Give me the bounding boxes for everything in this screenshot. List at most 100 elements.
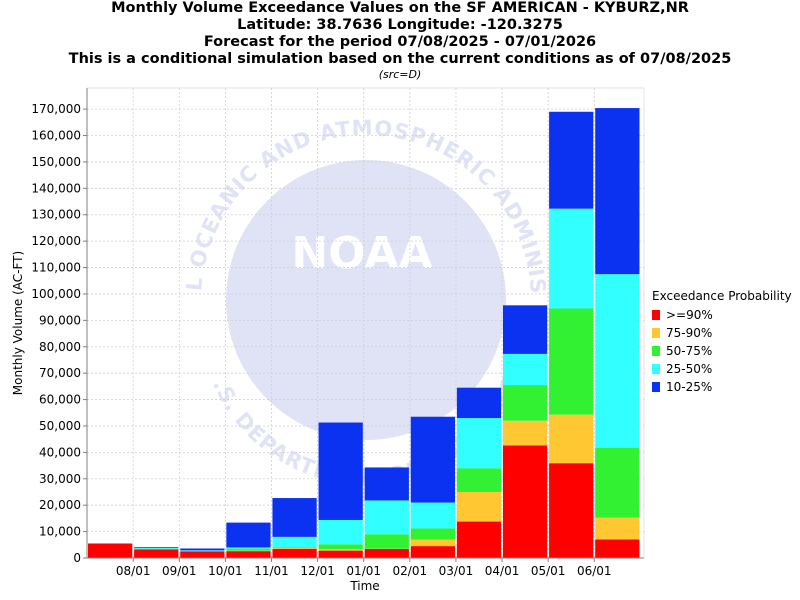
bar-segment: [502, 420, 548, 446]
y-tick-label: 110,000: [31, 261, 81, 275]
y-tick-label: 50,000: [39, 419, 81, 433]
bar-segment: [272, 547, 317, 549]
chart-title-line-3: Forecast for the period 07/08/2025 - 07/…: [203, 34, 597, 50]
x-tick-label: 12/01: [300, 564, 335, 578]
legend-label: 10-25%: [666, 380, 713, 394]
y-tick-label: 160,000: [31, 129, 81, 143]
legend: Exceedance Probability >=90% 75-90% 50-75%…: [652, 289, 792, 396]
bar-segment: [456, 491, 502, 522]
y-tick-label: 20,000: [39, 498, 81, 512]
bar-segment: [364, 534, 409, 549]
noaa-watermark-disc: [226, 160, 506, 440]
x-tick-labels: 08/01 09/01 10/01 11/01 12/01 01/01 02/01 03/01…: [116, 564, 612, 578]
bar-segment: [410, 502, 456, 529]
y-tick-label: 0: [73, 551, 81, 565]
x-tick-label: 02/01: [393, 564, 428, 578]
legend-title: Exceedance Probability: [652, 289, 792, 303]
legend-item: 10-25%: [652, 378, 792, 396]
x-tick-label: 05/01: [531, 564, 566, 578]
y-tick-label: 80,000: [39, 340, 81, 354]
legend-item: >=90%: [652, 306, 792, 324]
legend-item: 50-75%: [652, 342, 792, 360]
noaa-watermark-wordmark: NOAA: [291, 228, 432, 279]
bar-segment: [226, 547, 271, 550]
legend-swatch: [652, 364, 660, 374]
bar-segment: [502, 353, 548, 386]
legend-label: 75-90%: [666, 326, 713, 340]
legend-item: 75-90%: [652, 324, 792, 342]
x-tick-label: 01/01: [346, 564, 381, 578]
bar-segment: [88, 543, 133, 558]
x-axis-title: Time: [349, 579, 379, 593]
x-tick-label: 04/01: [485, 564, 520, 578]
legend-swatch: [652, 310, 660, 320]
bar-segment: [595, 539, 640, 558]
chart-title-line-2: Latitude: 38.7636 Longitude: -120.3275: [237, 17, 563, 33]
bar-segment: [318, 550, 363, 558]
bar-segment: [549, 308, 594, 415]
legend-swatch: [652, 346, 660, 356]
bar-segment: [456, 521, 502, 558]
y-tick-label: 10,000: [39, 525, 81, 539]
bar-segment: [272, 547, 317, 548]
bar-segment: [364, 500, 409, 535]
y-tick-label: 150,000: [31, 155, 81, 169]
bar-segment: [549, 463, 594, 558]
bar-segment: [410, 416, 456, 503]
bar-segment: [134, 547, 179, 549]
y-tick-label: 30,000: [39, 472, 81, 486]
bar-segment: [456, 387, 502, 419]
legend-items: >=90% 75-90% 50-75% 25-50% 10-25%: [652, 306, 792, 396]
bar-segment: [502, 305, 548, 354]
bar-segment: [502, 445, 548, 558]
x-tick-label: 10/01: [208, 564, 243, 578]
chart-axes: [86, 88, 644, 559]
bar-segment: [364, 549, 409, 558]
legend-swatch: [652, 382, 660, 392]
bar-segment: [272, 498, 317, 537]
y-tick-label: 140,000: [31, 181, 81, 195]
bar-segment: [272, 548, 317, 558]
bar-segment: [456, 418, 502, 469]
bar-segment: [410, 546, 456, 558]
y-tick-label: 170,000: [31, 102, 81, 116]
bar-segment: [410, 539, 456, 547]
y-tick-label: 40,000: [39, 445, 81, 459]
y-tick-label: 90,000: [39, 313, 81, 327]
bar-segment: [226, 549, 271, 551]
y-tick-label: 100,000: [31, 287, 81, 301]
bar-segment: [226, 551, 271, 558]
legend-swatch: [652, 328, 660, 338]
bar-segment: [318, 519, 363, 545]
y-axis-title: Monthly Volume (AC-FT): [11, 251, 25, 395]
legend-label: 25-50%: [666, 362, 713, 376]
x-tick-label: 11/01: [254, 564, 289, 578]
bar-segment: [595, 447, 640, 518]
x-tick-label: 03/01: [439, 564, 474, 578]
chart-titles: Monthly Volume Exceedance Values on the …: [0, 0, 800, 81]
y-tick-label: 120,000: [31, 234, 81, 248]
bar-segment: [180, 550, 225, 551]
chart-title-line-4: This is a conditional simulation based o…: [68, 51, 732, 67]
y-tick-label: 70,000: [39, 366, 81, 380]
chart-title-line-1: Monthly Volume Exceedance Values on the …: [111, 0, 689, 16]
y-tick-labels: 0 10,000 20,000 30,000 40,000 50,000 60,000 70,…: [31, 102, 81, 565]
bar-segment: [364, 467, 409, 501]
bar-segment: [549, 414, 594, 464]
bar-segment: [226, 550, 271, 552]
bar-segment: [318, 422, 363, 520]
bar-segment: [456, 468, 502, 492]
bar-segment: [595, 274, 640, 448]
x-tick-label: 09/01: [162, 564, 197, 578]
x-tick-label: 06/01: [577, 564, 612, 578]
chart-source-note: (src=D): [378, 68, 422, 81]
bar-segment: [595, 517, 640, 540]
y-tick-label: 60,000: [39, 393, 81, 407]
bar-segment: [595, 108, 640, 275]
x-tick-label: 08/01: [116, 564, 151, 578]
bar-segment: [410, 528, 456, 540]
bar-segment: [318, 544, 363, 550]
bar-segment: [180, 551, 225, 558]
bar-segment: [180, 548, 225, 551]
